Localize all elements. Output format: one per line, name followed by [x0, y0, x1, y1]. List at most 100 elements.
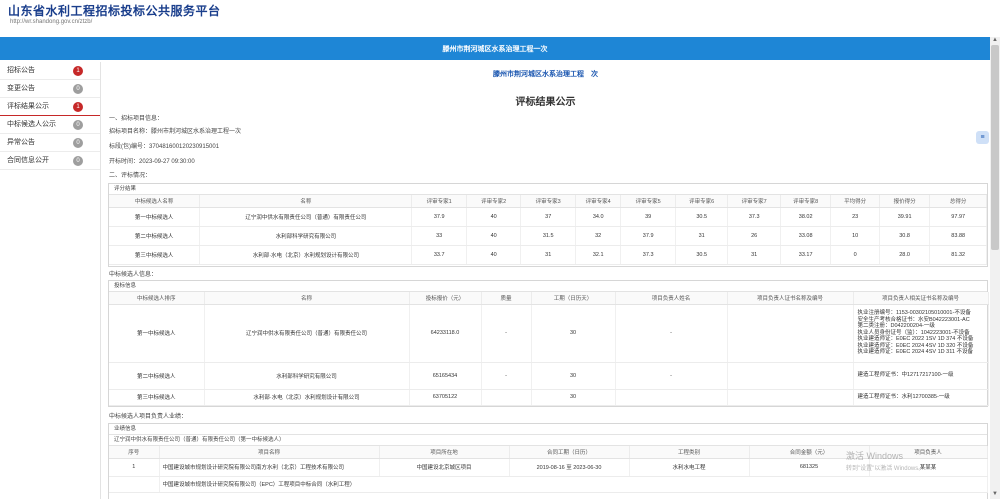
sidebar-item-candidate-notice[interactable]: 中标候选人公示 0 [0, 116, 100, 134]
sidebar-item-label: 异常公告 [7, 139, 35, 146]
scroll-up-icon[interactable]: ▲ [992, 37, 998, 43]
column-header: 中标候选人排序 [109, 292, 205, 305]
box-label: 评分结果 [109, 184, 987, 195]
column-header: 项目负责人姓名 [615, 292, 728, 305]
project-name: 招标项目名称：滕州市荆河城区水系治理工程一次 [109, 129, 242, 135]
sidebar-item-tender-notice[interactable]: 招标公告 1 [0, 62, 100, 80]
performance-table-box: 业绩信息 辽宁润中供水有限责任公司（普通）有限责任公司（第一中标候选人） 序号 … [108, 423, 988, 499]
count-badge: 0 [73, 138, 83, 148]
company-line: 辽宁润中供水有限责任公司（普通）有限责任公司（第一中标候选人） [109, 435, 987, 446]
sidebar-item-evaluation-result[interactable]: 评标结果公示 1 [0, 98, 100, 116]
open-time: 开标时间：2023-09-27 09:30:00 [109, 159, 195, 165]
table-cell: 39 [620, 207, 676, 227]
table-header-row: 序号 项目名称 项目所在地 合同工期（日历） 工程类别 合同金额（元） 项目负责… [109, 446, 988, 459]
table-cell: 38.02 [780, 207, 832, 227]
column-header: 项目负责人相关证书名称及编号 [853, 292, 989, 305]
table-cell: 第三中标候选人 [109, 245, 201, 265]
table-cell: 第二中标候选人 [109, 226, 201, 246]
table-cell: 37.9 [620, 226, 676, 246]
column-header: 评审专家1 [411, 195, 467, 208]
column-header: 总得分 [929, 195, 987, 208]
table-row: 中国建设城市规划设计研究院有限公司（EPC）工程项目中标合同（水利工程） [109, 476, 988, 493]
table-cell: 28.0 [879, 245, 931, 265]
table-cell: 水利水电工程 [629, 458, 750, 477]
table-cell: 1 [109, 458, 160, 477]
table-row: 1 中国建设城市规划设计研究院有限公司南方水利（北京）工程技术有限公司 中国建设… [109, 458, 988, 477]
table-cell: 681325 [749, 458, 870, 477]
table-cell: 31 [675, 226, 729, 246]
table-cell: 31 [520, 245, 576, 265]
table-cell: 39.91 [879, 207, 931, 227]
table-row: 第三中标候选人 水利部·水电（北京）水利规划设计有限公司 33.7 40 31 … [109, 245, 987, 265]
column-header: 评审专家2 [466, 195, 522, 208]
table-cell: 31 [727, 245, 781, 265]
table-cell: 37.3 [620, 245, 676, 265]
column-header: 评审专家4 [575, 195, 622, 208]
column-header: 平均得分 [830, 195, 880, 208]
candidate-table-box: 投标信息 中标候选人排序 名称 投标报价（元） 质量 工期（日历天） 项目负责人… [108, 280, 989, 407]
table-cell: 中国建设城市规划设计研究院有限公司南方水利（北京）工程技术有限公司 [159, 458, 380, 477]
sidebar-item-exception-notice[interactable]: 异常公告 0 [0, 134, 100, 152]
vertical-scrollbar[interactable]: ▲ ▼ [990, 37, 1000, 499]
table-cell: 34.0 [575, 207, 622, 227]
table-cell: 23 [830, 207, 880, 227]
column-header: 评审专家7 [727, 195, 781, 208]
float-menu-button[interactable]: ≡ [976, 131, 989, 144]
table-cell: 37.3 [727, 207, 781, 227]
table-cell: 2019-08-16 至 2023-06-30 [509, 458, 630, 477]
table-cell: 30.8 [879, 226, 931, 246]
table-cell: 中国建设北京城区项目 [379, 458, 510, 477]
table-cell: 水利部·水电（北京）水利规划设计有限公司 [199, 245, 413, 265]
count-badge: 0 [73, 120, 83, 130]
certificate-line: 安全生产考核合格证书：水安B042223001-AC [857, 316, 970, 323]
score-table-box: 评分结果 中标候选人名称 名称 评审专家1 评审专家2 评审专家3 评审专家4 … [108, 183, 988, 267]
site-url[interactable]: http://wr.shandong.gov.cn/ztzb/ [10, 19, 93, 25]
sidebar-item-label: 合同信息公开 [7, 157, 49, 164]
table-cell: 33.17 [780, 245, 832, 265]
watermark-title: 激活 Windows [846, 451, 904, 461]
table-cell: 33.08 [780, 226, 832, 246]
table-cell: 辽宁润中供水有限责任公司（普通）有限责任公司 [204, 304, 410, 363]
column-header: 项目名称 [159, 446, 380, 459]
table-cell [727, 389, 854, 406]
sidebar-item-contract-info[interactable]: 合同信息公开 0 [0, 152, 100, 170]
table-cell: 辽宁润中供水有限责任公司（普通）有限责任公司 [199, 207, 413, 227]
table-header-row: 中标候选人排序 名称 投标报价（元） 质量 工期（日历天） 项目负责人姓名 项目… [109, 292, 989, 305]
project-link[interactable]: 滕州市荆河城区水系治理工程 次 [493, 71, 598, 78]
table-cell: 30.5 [675, 207, 729, 227]
sidebar-item-change-notice[interactable]: 变更公告 0 [0, 80, 100, 98]
table-row: 第三中标候选人 水利部·水电（北京）水利规划设计有限公司 63705122 30… [109, 389, 989, 406]
table-cell: 40 [466, 226, 522, 246]
certificate-list: 建造工程师证书：水利12700385-一级 [853, 389, 989, 406]
table-cell: 10 [830, 226, 880, 246]
certificate-line: 第二类注册：D042200204-一级 [857, 323, 935, 330]
table-cell: - [615, 304, 728, 363]
table-header-row: 中标候选人名称 名称 评审专家1 评审专家2 评审专家3 评审专家4 评审专家5… [109, 195, 987, 208]
score-table: 中标候选人名称 名称 评审专家1 评审专家2 评审专家3 评审专家4 评审专家5… [109, 195, 987, 265]
table-row: 第一中标候选人 辽宁润中供水有限责任公司（普通）有限责任公司 64233118.… [109, 304, 989, 363]
scrollbar-thumb[interactable] [991, 45, 999, 250]
site-title[interactable]: 山东省水利工程招标投标公共服务平台 [8, 4, 221, 18]
certificate-line: 执业建造师证：E0EC 2024 4SV 1D 320 不设备 [857, 342, 974, 349]
watermark-subtitle: 转到"设置"以激活 Windows。 [846, 466, 925, 472]
table-cell: 65165434 [409, 362, 482, 390]
table-cell: 40 [466, 207, 522, 227]
column-header: 评审专家6 [675, 195, 729, 208]
candidate-table: 中标候选人排序 名称 投标报价（元） 质量 工期（日历天） 项目负责人姓名 项目… [109, 292, 989, 406]
main-content: 滕州市荆河城区水系治理工程 次 评标结果公示 一、招标项目信息： 招标项目名称：… [101, 62, 990, 499]
sidebar-item-label: 评标结果公示 [7, 103, 49, 110]
table-cell: 26 [727, 226, 781, 246]
column-header: 项目负责人 [869, 446, 988, 459]
column-header: 项目所在地 [379, 446, 510, 459]
section-heading: 中标候选人信息： [109, 272, 158, 278]
count-badge: 1 [73, 102, 83, 112]
table-cell: 63705122 [409, 389, 482, 406]
certificate-line: 执业注册编号：1153-00302105010001-不设备 [857, 310, 971, 317]
box-label: 投标信息 [109, 281, 987, 292]
table-cell: 第一中标候选人 [109, 207, 201, 227]
performance-table: 序号 项目名称 项目所在地 合同工期（日历） 工程类别 合同金额（元） 项目负责… [109, 446, 988, 493]
table-cell [727, 304, 854, 363]
scroll-down-icon[interactable]: ▼ [992, 491, 998, 497]
table-cell: 水利部科学研究有限公司 [199, 226, 413, 246]
table-cell [727, 362, 854, 390]
